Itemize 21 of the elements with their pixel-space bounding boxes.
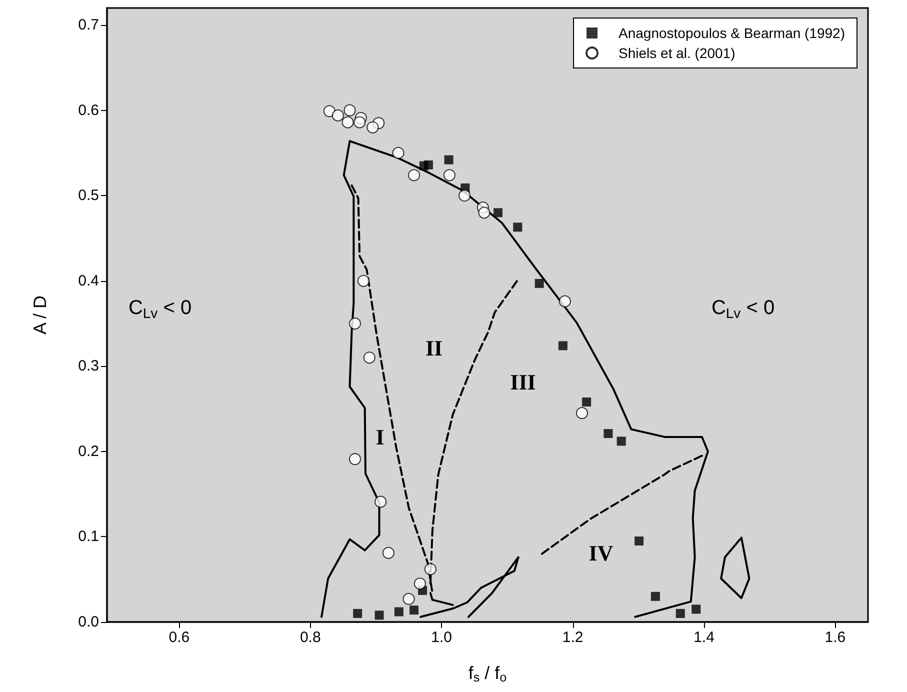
y-tick-label: 0.0 [78,614,99,630]
annotation: III [510,370,536,394]
x-tick-label: 1.0 [431,629,452,646]
annotation: I [376,424,384,450]
x-tick-label: 0.6 [168,629,190,646]
y-tick-label: 0.1 [78,528,99,546]
y-tick-label: 0.3 [78,358,99,375]
y-tick-label: 0.6 [78,102,99,119]
x-tick-label: 1.4 [694,629,714,646]
x-tick-label: 1.6 [824,629,846,646]
x-tick-label: 1.2 [562,629,584,646]
legend-label: Shiels et al. (2001) [618,45,736,61]
annotation: IV [588,540,614,566]
y-tick-label: 0.5 [78,187,99,204]
annotation: II [425,336,443,360]
y-tick-label: 0.2 [78,442,99,460]
y-tick-label: 0.7 [78,16,99,34]
y-axis-title: A / D [30,295,50,335]
x-tick-label: 0.8 [300,629,321,646]
y-tick-label: 0.4 [78,272,99,290]
legend-label: Anagnostopoulos & Bearman (1992) [618,25,846,41]
